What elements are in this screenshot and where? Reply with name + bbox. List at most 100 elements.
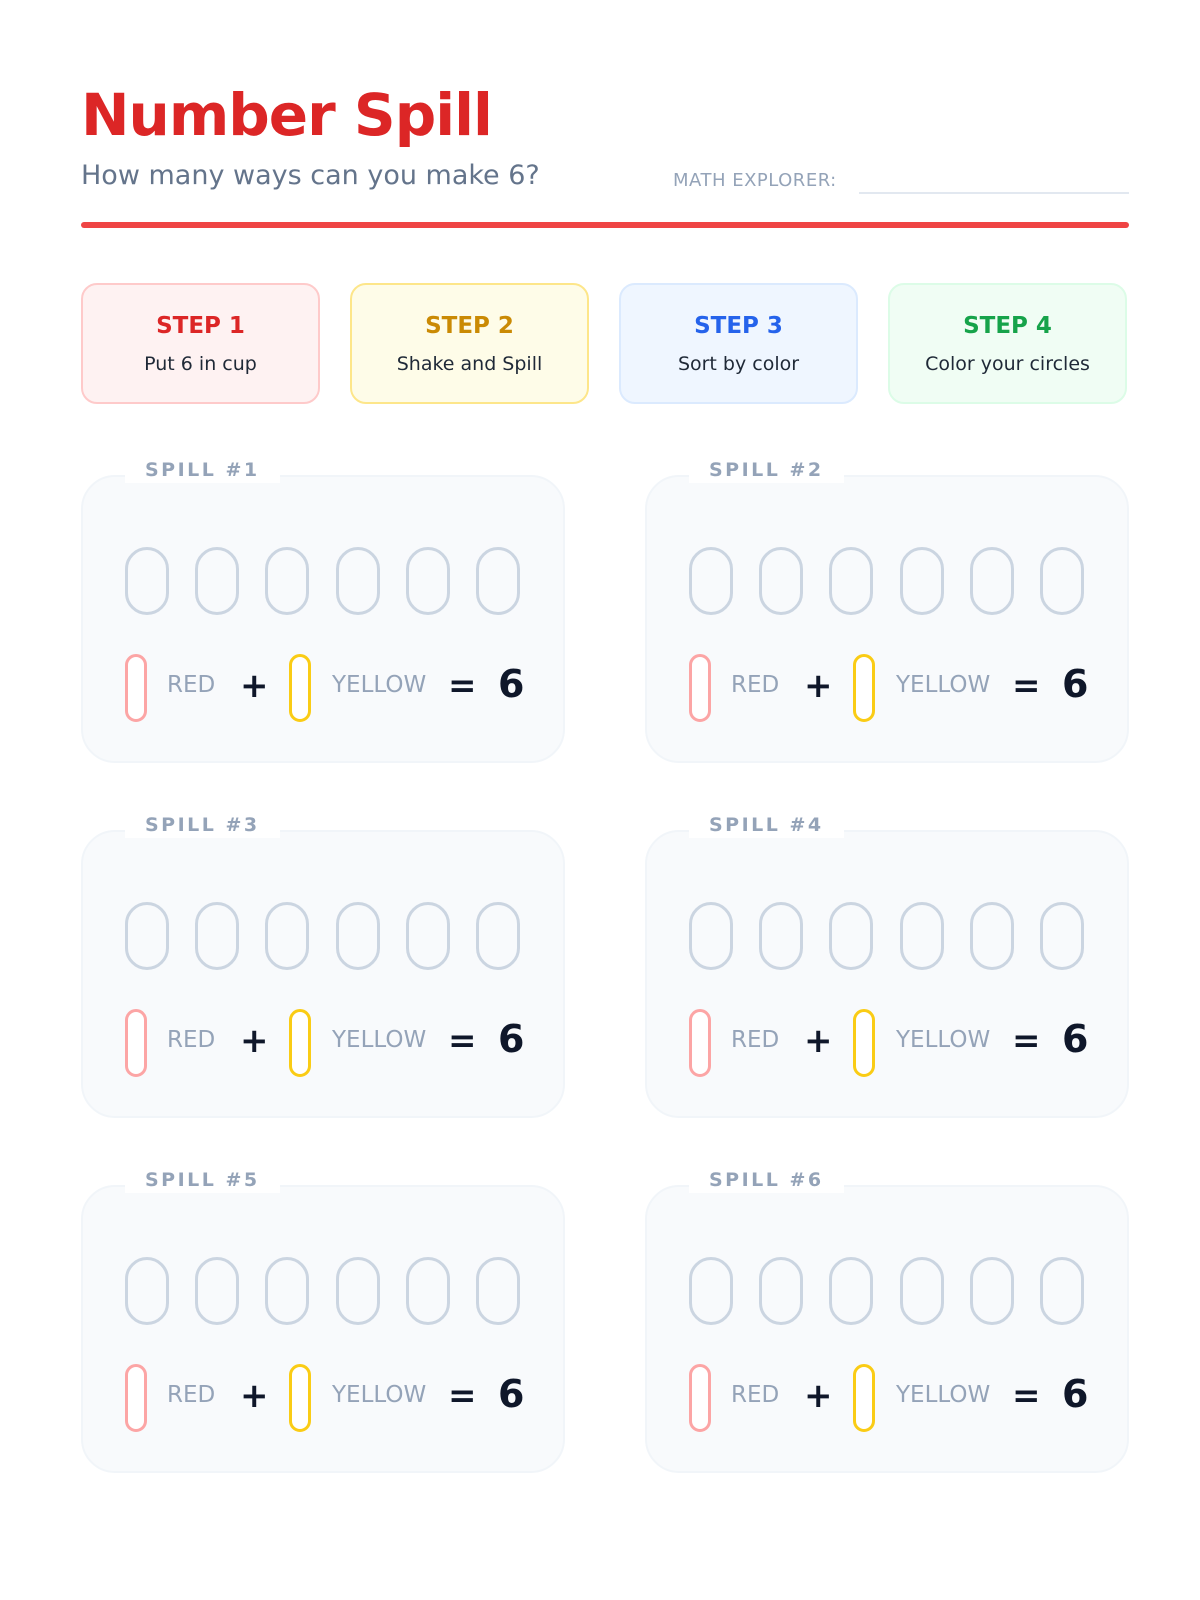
counter-circle[interactable] xyxy=(1040,902,1084,970)
total-number: 6 xyxy=(498,662,525,706)
spill-label: SPILL #2 xyxy=(689,457,844,483)
worksheet-header: Number Spill How many ways can you make … xyxy=(81,80,1129,230)
circle-row xyxy=(125,902,525,970)
math-explorer-label: MATH EXPLORER: xyxy=(673,170,837,191)
counter-circle[interactable] xyxy=(759,547,803,615)
step-text: Shake and Spill xyxy=(396,353,543,375)
yellow-label: YELLOW xyxy=(896,672,991,698)
step-text: Put 6 in cup xyxy=(144,353,257,375)
red-count-box[interactable] xyxy=(125,1009,147,1077)
red-count-box[interactable] xyxy=(125,1364,147,1432)
yellow-count-box[interactable] xyxy=(853,1364,875,1432)
plus-sign: + xyxy=(240,1021,269,1061)
step-card-1: STEP 1 Put 6 in cup xyxy=(81,283,320,404)
circle-row xyxy=(689,547,1089,615)
counter-circle[interactable] xyxy=(829,547,873,615)
total-number: 6 xyxy=(1062,1017,1089,1061)
plus-sign: + xyxy=(804,1376,833,1416)
counter-circle[interactable] xyxy=(265,902,309,970)
counter-circle[interactable] xyxy=(970,1257,1014,1325)
equation-row: RED + YELLOW = 6 xyxy=(125,1009,545,1079)
total-number: 6 xyxy=(1062,1372,1089,1416)
yellow-count-box[interactable] xyxy=(289,1009,311,1077)
equation-row: RED + YELLOW = 6 xyxy=(689,1364,1109,1434)
counter-circle[interactable] xyxy=(125,547,169,615)
counter-circle[interactable] xyxy=(689,902,733,970)
counter-circle[interactable] xyxy=(195,902,239,970)
counter-circle[interactable] xyxy=(1040,547,1084,615)
steps-row: STEP 1 Put 6 in cup STEP 2 Shake and Spi… xyxy=(81,283,1129,406)
step-title: STEP 3 xyxy=(694,313,783,339)
counter-circle[interactable] xyxy=(336,547,380,615)
yellow-count-box[interactable] xyxy=(853,1009,875,1077)
spill-label: SPILL #4 xyxy=(689,812,844,838)
total-number: 6 xyxy=(1062,662,1089,706)
yellow-count-box[interactable] xyxy=(289,1364,311,1432)
counter-circle[interactable] xyxy=(476,1257,520,1325)
equation-row: RED + YELLOW = 6 xyxy=(125,654,545,724)
counter-circle[interactable] xyxy=(406,902,450,970)
plus-sign: + xyxy=(804,1021,833,1061)
counter-circle[interactable] xyxy=(265,1257,309,1325)
spill-card-5: SPILL #5 RED + YELLOW = 6 xyxy=(81,1167,565,1473)
spill-label: SPILL #3 xyxy=(125,812,280,838)
red-label: RED xyxy=(167,1382,216,1408)
yellow-label: YELLOW xyxy=(896,1382,991,1408)
counter-circle[interactable] xyxy=(829,902,873,970)
equals-sign: = xyxy=(1012,666,1041,706)
yellow-count-box[interactable] xyxy=(853,654,875,722)
counter-circle[interactable] xyxy=(970,547,1014,615)
name-write-line[interactable] xyxy=(859,192,1129,194)
counter-circle[interactable] xyxy=(195,547,239,615)
step-title: STEP 2 xyxy=(425,313,514,339)
counter-circle[interactable] xyxy=(689,547,733,615)
counter-circle[interactable] xyxy=(970,902,1014,970)
equals-sign: = xyxy=(1012,1376,1041,1416)
counter-circle[interactable] xyxy=(336,902,380,970)
counter-circle[interactable] xyxy=(900,547,944,615)
red-count-box[interactable] xyxy=(125,654,147,722)
equals-sign: = xyxy=(1012,1021,1041,1061)
counter-circle[interactable] xyxy=(125,902,169,970)
step-card-3: STEP 3 Sort by color xyxy=(619,283,858,404)
counter-circle[interactable] xyxy=(1040,1257,1084,1325)
equals-sign: = xyxy=(448,1376,477,1416)
spill-label: SPILL #6 xyxy=(689,1167,844,1193)
counter-circle[interactable] xyxy=(195,1257,239,1325)
yellow-label: YELLOW xyxy=(896,1027,991,1053)
counter-circle[interactable] xyxy=(265,547,309,615)
page-title: Number Spill xyxy=(81,81,493,149)
red-count-box[interactable] xyxy=(689,1009,711,1077)
equals-sign: = xyxy=(448,1021,477,1061)
circle-row xyxy=(125,547,525,615)
counter-circle[interactable] xyxy=(476,547,520,615)
counter-circle[interactable] xyxy=(900,902,944,970)
counter-circle[interactable] xyxy=(829,1257,873,1325)
red-label: RED xyxy=(167,672,216,698)
counter-circle[interactable] xyxy=(406,547,450,615)
total-number: 6 xyxy=(498,1372,525,1416)
red-count-box[interactable] xyxy=(689,654,711,722)
red-label: RED xyxy=(731,1382,780,1408)
spill-card-4: SPILL #4 RED + YELLOW = 6 xyxy=(645,812,1129,1118)
yellow-label: YELLOW xyxy=(332,672,427,698)
red-label: RED xyxy=(167,1027,216,1053)
step-text: Color your circles xyxy=(925,353,1090,375)
spill-card-6: SPILL #6 RED + YELLOW = 6 xyxy=(645,1167,1129,1473)
counter-circle[interactable] xyxy=(125,1257,169,1325)
circle-row xyxy=(689,1257,1089,1325)
counter-circle[interactable] xyxy=(900,1257,944,1325)
step-title: STEP 1 xyxy=(156,313,245,339)
yellow-count-box[interactable] xyxy=(289,654,311,722)
yellow-label: YELLOW xyxy=(332,1027,427,1053)
step-text: Sort by color xyxy=(677,353,800,375)
counter-circle[interactable] xyxy=(689,1257,733,1325)
counter-circle[interactable] xyxy=(336,1257,380,1325)
red-count-box[interactable] xyxy=(689,1364,711,1432)
counter-circle[interactable] xyxy=(406,1257,450,1325)
counter-circle[interactable] xyxy=(759,902,803,970)
counter-circle[interactable] xyxy=(759,1257,803,1325)
equation-row: RED + YELLOW = 6 xyxy=(689,654,1109,724)
counter-circle[interactable] xyxy=(476,902,520,970)
yellow-label: YELLOW xyxy=(332,1382,427,1408)
